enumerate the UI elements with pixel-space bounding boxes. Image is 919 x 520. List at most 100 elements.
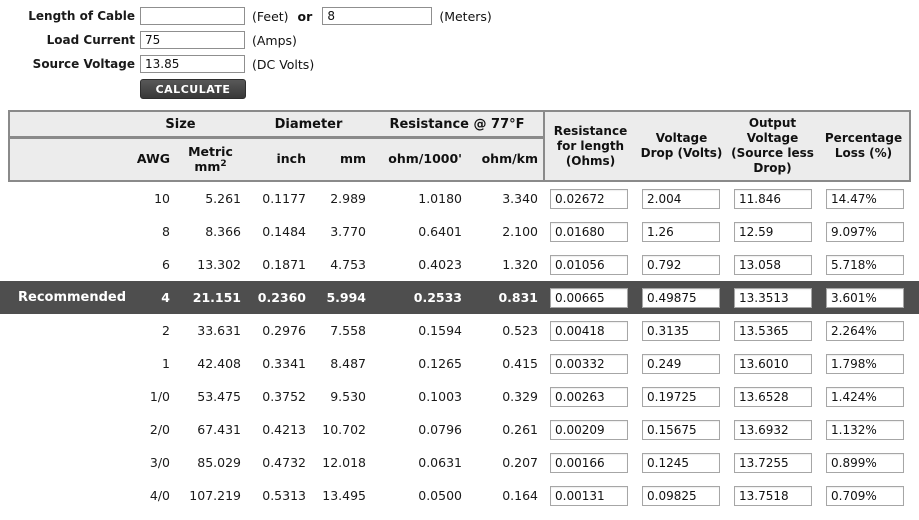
or-label: or [297,8,313,24]
output-voltage-input[interactable] [734,288,812,308]
table-header: Size Diameter Resistance @ 77°F AWG Metr… [8,110,911,182]
resistance-for-length-input[interactable] [550,222,628,242]
table-body: 10 5.261 0.1177 2.989 1.0180 3.340 8 8.3… [0,182,919,512]
percentage-loss-input[interactable] [826,453,904,473]
resistance-for-length-input[interactable] [550,288,628,308]
resistance-for-length-input[interactable] [550,486,628,506]
resistance-for-length-input[interactable] [550,189,628,209]
group-header-size: Size [165,116,196,132]
percentage-loss-input[interactable] [826,486,904,506]
table-row: 6 13.302 0.1871 4.753 0.4023 1.320 [0,248,919,281]
inch-value: 0.3752 [262,389,306,404]
col-header-voltage-drop: Voltage Drop (Volts) [640,131,723,160]
percentage-loss-input[interactable] [826,189,904,209]
ohm-1000ft-value: 0.6401 [418,224,462,239]
col-header-output-voltage: Output Voltage (Source less Drop) [731,116,814,175]
output-voltage-input[interactable] [734,189,812,209]
resistance-for-length-input[interactable] [550,354,628,374]
table-row: 4/0 107.219 0.5313 13.495 0.0500 0.164 [0,479,919,512]
table-row: Recommended 4 21.151 0.2360 5.994 0.2533… [0,281,919,314]
cable-form: Length of Cable (Feet) or (Meters) Load … [0,0,919,99]
ohm-km-value: 3.340 [502,191,538,206]
output-voltage-input[interactable] [734,486,812,506]
ohm-km-value: 0.329 [502,389,538,404]
amps-unit-label: (Amps) [252,32,297,48]
metric-mm2-value: 53.475 [197,389,241,404]
inch-value: 0.5313 [262,488,306,503]
length-of-cable-row: Length of Cable (Feet) or (Meters) [0,7,919,25]
ohm-km-value: 1.320 [502,257,538,272]
awg-value: 10 [154,191,170,206]
feet-unit-label: (Feet) [252,8,289,24]
metric-mm2-value: 13.302 [197,257,241,272]
output-voltage-input[interactable] [734,387,812,407]
percentage-loss-input[interactable] [826,288,904,308]
length-feet-input[interactable] [140,7,245,25]
awg-value: 6 [162,257,170,272]
ohm-1000ft-value: 0.0796 [418,422,462,437]
output-voltage-input[interactable] [734,453,812,473]
table-row: 3/0 85.029 0.4732 12.018 0.0631 0.207 [0,446,919,479]
voltage-drop-input[interactable] [642,189,720,209]
resistance-for-length-input[interactable] [550,453,628,473]
percentage-loss-input[interactable] [826,222,904,242]
voltage-drop-input[interactable] [642,486,720,506]
voltage-drop-input[interactable] [642,420,720,440]
output-voltage-input[interactable] [734,354,812,374]
recommended-label: Recommended [18,290,127,305]
metric-mm2-value: 33.631 [197,323,241,338]
col-header-inch: inch [276,151,307,167]
percentage-loss-input[interactable] [826,321,904,341]
output-voltage-input[interactable] [734,222,812,242]
group-header-row: Size Diameter Resistance @ 77°F [10,112,543,139]
inch-value: 0.4213 [262,422,306,437]
resistance-for-length-input[interactable] [550,420,628,440]
inch-value: 0.3341 [262,356,306,371]
load-current-input[interactable] [140,31,245,49]
metric-word: Metric [188,143,233,159]
output-voltage-input[interactable] [734,420,812,440]
source-voltage-input[interactable] [140,55,245,73]
resistance-for-length-input[interactable] [550,387,628,407]
voltage-drop-input[interactable] [642,222,720,242]
output-voltage-input[interactable] [734,321,812,341]
output-voltage-input[interactable] [734,255,812,275]
voltage-drop-input[interactable] [642,354,720,374]
superscript-2: 2 [220,158,227,169]
voltage-drop-input[interactable] [642,453,720,473]
table-row: 10 5.261 0.1177 2.989 1.0180 3.340 [0,182,919,215]
ohm-1000ft-value: 0.4023 [418,257,462,272]
awg-value: 3/0 [149,455,170,470]
ohm-km-value: 0.261 [502,422,538,437]
mm-value: 13.495 [322,488,366,503]
percentage-loss-input[interactable] [826,420,904,440]
percentage-loss-input[interactable] [826,354,904,374]
col-header-mm: mm [339,151,366,167]
voltage-drop-input[interactable] [642,288,720,308]
percentage-loss-input[interactable] [826,387,904,407]
ohm-1000ft-value: 0.1265 [418,356,462,371]
resistance-for-length-input[interactable] [550,321,628,341]
mm-value: 9.530 [330,389,366,404]
table-row: 2 33.631 0.2976 7.558 0.1594 0.523 [0,314,919,347]
ohm-km-value: 0.831 [498,290,538,305]
awg-value: 2 [162,323,170,338]
voltage-drop-input[interactable] [642,387,720,407]
table-row: 2/0 67.431 0.4213 10.702 0.0796 0.261 [0,413,919,446]
awg-value: 4/0 [149,488,170,503]
ohm-km-value: 0.164 [502,488,538,503]
voltage-drop-input[interactable] [642,255,720,275]
wire-size-table: Size Diameter Resistance @ 77°F AWG Metr… [0,110,919,512]
ohm-1000ft-value: 0.0500 [418,488,462,503]
mm-value: 4.753 [330,257,366,272]
length-meters-input[interactable] [322,7,433,25]
inch-value: 0.4732 [262,455,306,470]
table-header-right-group: Resistance for length (Ohms) Voltage Dro… [545,112,909,180]
ohm-km-value: 0.523 [502,323,538,338]
calculate-button[interactable]: CALCULATE [140,79,246,99]
percentage-loss-input[interactable] [826,255,904,275]
resistance-for-length-input[interactable] [550,255,628,275]
voltage-drop-input[interactable] [642,321,720,341]
metric-mm2-value: 107.219 [189,488,241,503]
